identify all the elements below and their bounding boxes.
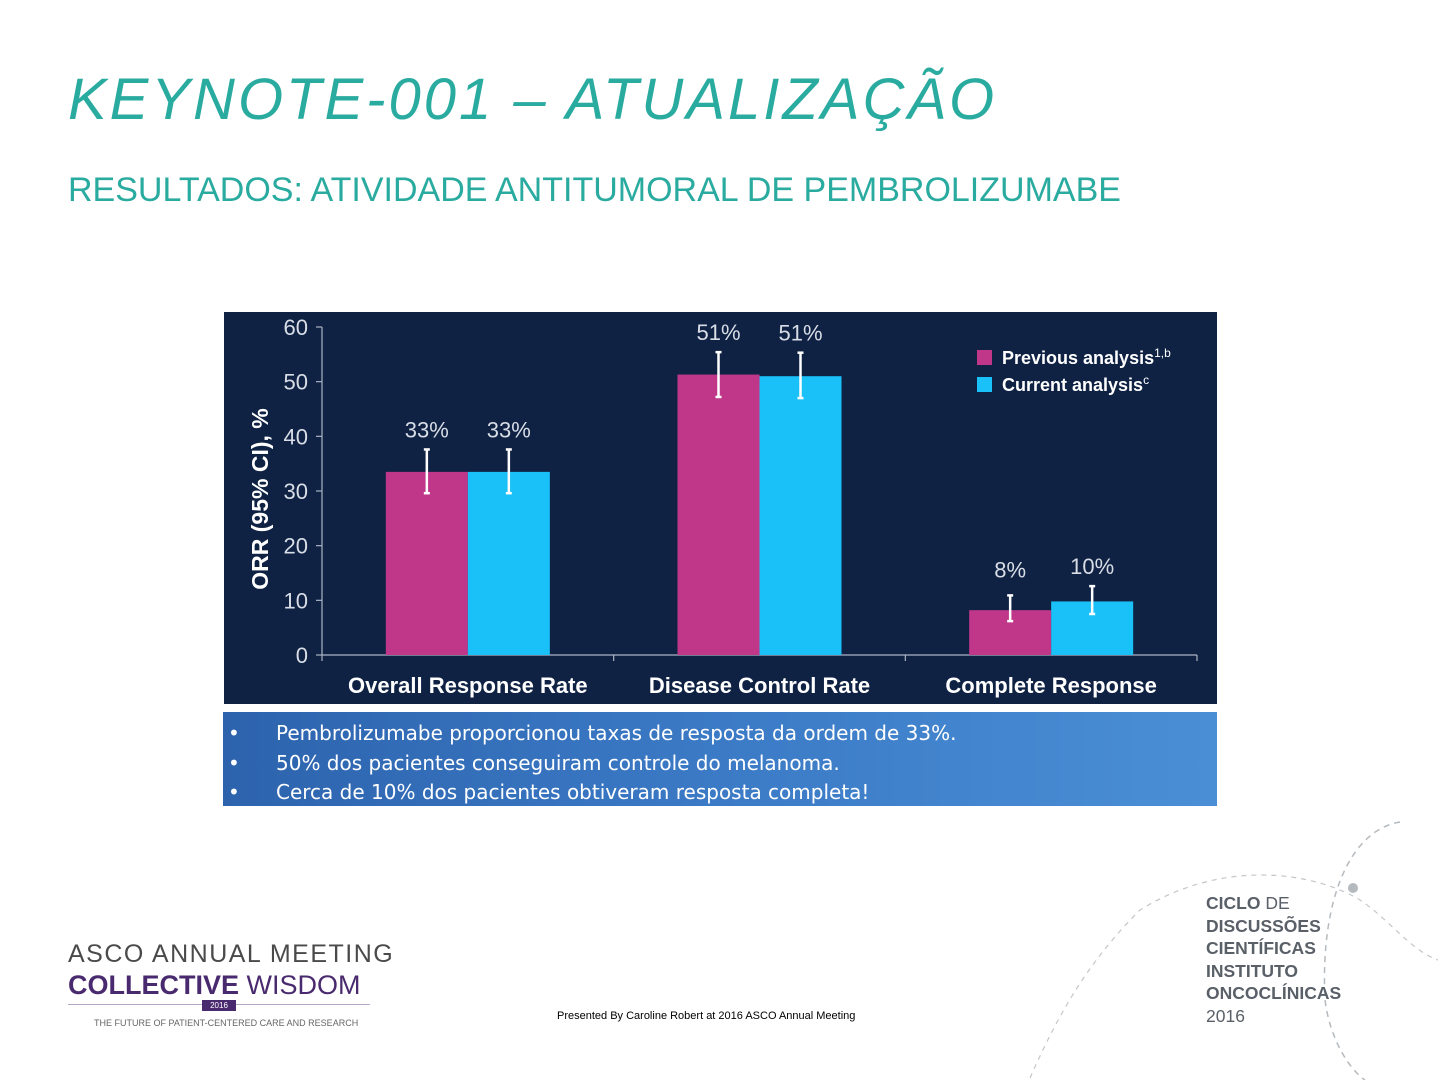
organizer-line: CIENTÍFICAS	[1206, 938, 1316, 958]
data-label: 33%	[487, 417, 531, 442]
slide-title: KEYNOTE-001 – ATUALIZAÇÃO	[68, 67, 998, 132]
x-tick-label: Overall Response Rate	[348, 673, 588, 698]
asco-tagline: THE FUTURE OF PATIENT-CENTERED CARE AND …	[94, 1018, 359, 1028]
note-item: • 50% dos pacientes conseguiram controle …	[223, 749, 1217, 779]
note-text: 50% dos pacientes conseguiram controle d…	[276, 750, 840, 775]
organizer-logo: CICLO DE DISCUSSÕES CIENTÍFICAS INSTITUT…	[1206, 892, 1341, 1027]
legend-label-text: Current analysis	[1002, 375, 1143, 395]
y-tick-label: 10	[284, 588, 308, 613]
notes-box: • Pembrolizumabe proporcionou taxas de re…	[223, 712, 1217, 806]
legend-label-superscript: c	[1143, 373, 1149, 387]
organizer-line: 2016	[1206, 1005, 1245, 1026]
organizer-line: INSTITUTO	[1206, 960, 1299, 981]
asco-logo: ASCO ANNUAL MEETING COLLECTIVE WISDOM 20…	[68, 940, 393, 1035]
y-tick-label: 20	[284, 534, 308, 559]
x-tick-label: Complete Response	[945, 673, 1157, 698]
bullet-icon: •	[228, 750, 240, 775]
asco-slogan-bold: COLLECTIVE	[68, 970, 240, 1000]
legend-label: Previous analysis1,b	[1002, 346, 1171, 368]
y-tick-label: 30	[284, 479, 308, 504]
bullet-icon: •	[228, 780, 240, 804]
presenter-credit: Presented By Caroline Robert at 2016 ASC…	[557, 1010, 856, 1022]
note-text: Pembrolizumabe proporcionou taxas de res…	[276, 721, 957, 745]
bar	[467, 471, 550, 655]
slide-subtitle: RESULTADOS: ATIVIDADE ANTITUMORAL DE PEM…	[68, 171, 1121, 209]
note-text: Cerca de 10% dos pacientes obtiveram res…	[276, 780, 870, 804]
asco-meeting-name: ASCO ANNUAL MEETING	[68, 940, 395, 968]
organizer-line: DISCUSSÕES	[1206, 915, 1321, 936]
note-item: • Pembrolizumabe proporcionou taxas de re…	[223, 719, 1217, 749]
x-tick-label: Disease Control Rate	[649, 673, 870, 698]
legend-swatch	[977, 350, 992, 365]
data-label: 33%	[405, 417, 449, 442]
data-label: 8%	[994, 557, 1026, 582]
bar	[385, 471, 468, 655]
bar	[677, 374, 760, 655]
y-axis-title: ORR (95% CI), %	[247, 408, 273, 589]
bullet-icon: •	[228, 721, 240, 745]
legend-label: Current analysisc	[1002, 373, 1149, 395]
legend-label-text: Previous analysis	[1002, 348, 1154, 368]
legend-label-superscript: 1,b	[1154, 346, 1171, 360]
data-label: 51%	[696, 320, 740, 345]
asco-slogan-light: WISDOM	[246, 970, 361, 1000]
y-tick-label: 40	[284, 424, 308, 449]
data-label: 51%	[778, 321, 822, 346]
note-item: • Cerca de 10% dos pacientes obtiveram re…	[223, 778, 1217, 808]
asco-year-badge: 2016	[202, 1000, 236, 1011]
bar-chart: 0 10 20 30 40 50 60 ORR (95% CI), % 33% 33% Overal…	[247, 315, 1198, 698]
y-tick-label: 50	[284, 370, 308, 395]
bar-chart-panel: 0 10 20 30 40 50 60 ORR (95% CI), % 33% 33% Overal…	[224, 312, 1217, 704]
data-label: 10%	[1070, 554, 1114, 579]
organizer-line: ONCOCLÍNICAS	[1206, 983, 1342, 1003]
y-tick-label: 60	[284, 315, 308, 340]
y-tick-label: 0	[296, 643, 308, 668]
organizer-line: CICLO DE	[1206, 893, 1290, 913]
legend-swatch	[977, 377, 992, 392]
asco-slogan: COLLECTIVE WISDOM	[68, 970, 361, 1001]
bar	[759, 376, 842, 655]
decorative-arcs-icon	[1029, 821, 1439, 1080]
